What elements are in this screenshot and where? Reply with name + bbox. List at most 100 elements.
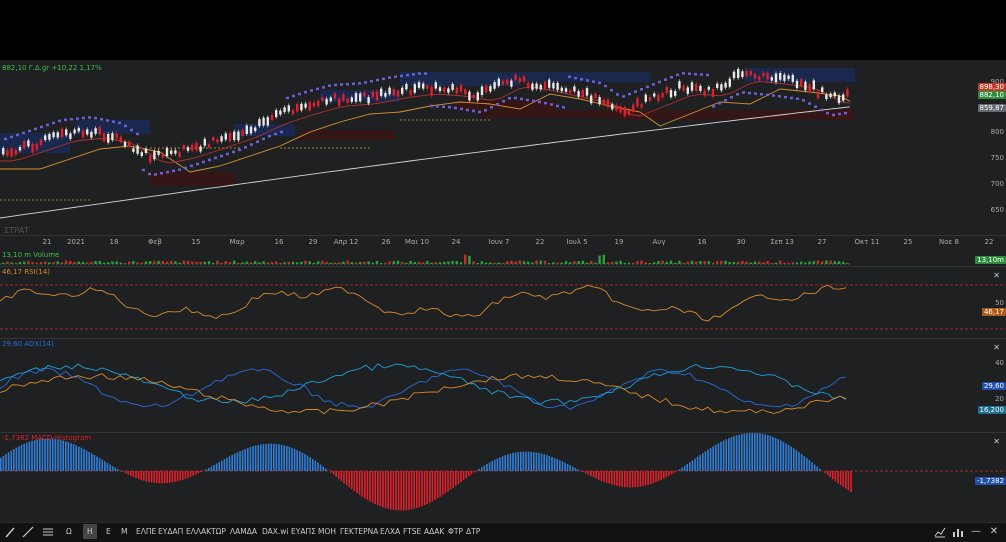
symbol-tab[interactable]: FTSE	[403, 527, 421, 536]
sar-dot	[484, 109, 487, 112]
candle-body	[384, 93, 386, 97]
volume-bar	[556, 263, 558, 264]
macd-bar	[65, 441, 67, 471]
symbol-tab[interactable]: ΕΥΔΑΠ	[158, 527, 183, 536]
candle-body	[132, 148, 134, 152]
symbol-tab[interactable]: ΛΑΜΔΑ	[230, 527, 257, 536]
macd-bar	[616, 471, 618, 486]
rsi-pane[interactable]: 46,17 RSI(14) ✕ 50 46,17	[0, 266, 1006, 339]
candle-body	[174, 150, 176, 153]
candle-body	[342, 94, 344, 100]
symbol-tab[interactable]: ΕΛΠΕ	[136, 527, 156, 536]
list-icon[interactable]	[42, 526, 54, 538]
macd-bar	[198, 471, 200, 473]
macd-bar	[257, 445, 259, 471]
symbol-tab[interactable]: ΕΛΛΑΚΤΩΡ	[186, 527, 226, 536]
symbol-tab[interactable]: Ω	[66, 527, 72, 536]
candle-body	[703, 91, 705, 96]
sar-dot	[196, 163, 199, 166]
sar-dot	[382, 78, 385, 81]
symbol-tab[interactable]: ΦΤΡ	[448, 527, 463, 536]
candle-body	[821, 87, 823, 92]
candle-body	[594, 94, 596, 99]
macd-bar	[772, 437, 774, 471]
symbol-tab[interactable]: ΕΛΧΑ	[380, 527, 400, 536]
close-icon[interactable]: ✕	[988, 526, 1000, 538]
price-tag-ma: 859,87	[978, 104, 1006, 112]
draw-line-icon[interactable]	[22, 526, 34, 538]
volume-bar	[334, 262, 336, 264]
volume-bar	[724, 261, 726, 264]
symbol-tab[interactable]: Η	[83, 524, 97, 539]
macd-bar	[546, 455, 548, 471]
macd-bar	[731, 437, 733, 471]
symbol-tab[interactable]: ΕΥΑΠΣ	[291, 527, 316, 536]
candle-body	[107, 134, 109, 143]
symbol-tab[interactable]: ΓΕΚΤΕΡΝΑ	[340, 527, 378, 536]
pencil-icon[interactable]	[4, 526, 16, 538]
sar-dot	[130, 129, 133, 132]
symbol-tab[interactable]: Ε	[106, 527, 111, 536]
symbol-tab[interactable]: ΑΔΑΚ	[424, 527, 444, 536]
sar-dot	[808, 102, 811, 105]
minimize-icon[interactable]: —	[970, 526, 982, 538]
x-tick-label: Αυγ	[653, 238, 666, 246]
macd-bar	[73, 444, 75, 471]
volume-bar	[649, 263, 651, 264]
macd-close-icon[interactable]: ✕	[993, 437, 1000, 446]
macd-bar	[395, 471, 397, 510]
adx-pane[interactable]: 29,60 ADX(14) ✕ 40 20 29,60 16,200	[0, 338, 1006, 433]
candle-body	[15, 150, 17, 155]
candle-body	[27, 140, 29, 146]
candle-body	[645, 95, 647, 102]
macd-bar	[689, 462, 691, 471]
indicators-icon[interactable]	[952, 526, 964, 538]
candle-body	[708, 87, 710, 90]
volume-bar	[552, 262, 554, 264]
sar-dot	[100, 118, 103, 121]
macd-bar	[408, 471, 410, 510]
sar-dot	[490, 106, 493, 109]
macd-bar	[627, 471, 629, 487]
price-pane[interactable]: 882,10 Γ.Δ.gr +10,22 1,17% ΣΤΡΑΤ 900 850…	[0, 60, 1006, 235]
rsi-y-tick: 50	[995, 299, 1004, 307]
volume-bar	[666, 262, 668, 264]
macd-bar	[83, 449, 85, 471]
macd-bar	[759, 433, 761, 471]
candle-body	[582, 90, 584, 98]
volume-bar	[590, 261, 592, 264]
volume-bar	[430, 263, 432, 264]
adx-close-icon[interactable]: ✕	[993, 343, 1000, 352]
macd-bar	[697, 457, 699, 471]
sar-dot	[514, 97, 517, 100]
chart-type-icon[interactable]	[934, 526, 946, 538]
volume-bar	[170, 261, 172, 264]
volume-bar	[678, 261, 680, 264]
macd-bar	[471, 471, 473, 474]
sar-dot	[178, 168, 181, 171]
macd-bar	[159, 471, 161, 483]
sar-dot	[28, 130, 31, 133]
symbol-tab[interactable]: DAX.wi	[262, 527, 289, 536]
sar-dot	[466, 109, 469, 112]
symbol-tab[interactable]: ΜΟΗ	[318, 527, 336, 536]
volume-bar	[737, 262, 739, 264]
sar-dot	[22, 132, 25, 135]
price-chart[interactable]	[0, 60, 1006, 235]
rsi-close-icon[interactable]: ✕	[993, 271, 1000, 280]
sar-dot	[790, 97, 793, 100]
sar-dot	[694, 73, 697, 76]
macd-bar	[229, 456, 231, 471]
macd-bar	[317, 463, 319, 471]
symbol-tab[interactable]: ΔΤΡ	[466, 527, 480, 536]
volume-bar	[800, 262, 802, 264]
volume-bar	[115, 261, 117, 264]
macd-pane[interactable]: -1,7382 MACD-Histogram ✕ -1,7382	[0, 432, 1006, 523]
macd-bar	[684, 466, 686, 471]
macd-bar	[712, 446, 714, 471]
volume-pane[interactable]: 13,10 m Volume 13,10m	[0, 250, 1006, 266]
macd-bar	[125, 471, 127, 473]
macd-bar	[237, 452, 239, 471]
macd-bar	[785, 443, 787, 471]
symbol-tab[interactable]: Μ	[121, 527, 127, 536]
